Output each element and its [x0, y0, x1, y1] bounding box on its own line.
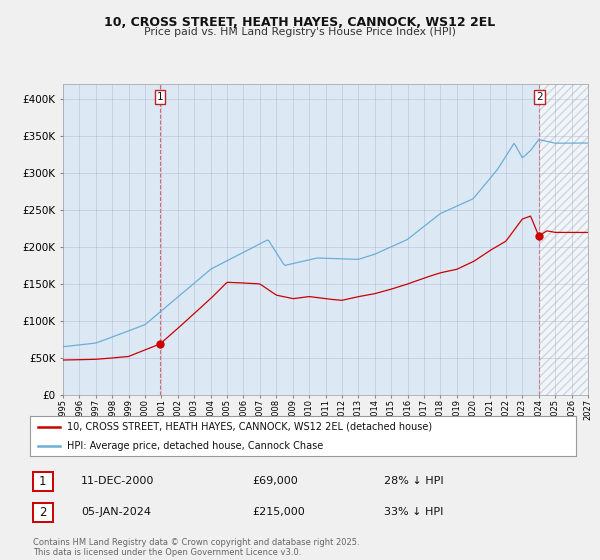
Text: 1: 1: [39, 474, 47, 488]
Text: 10, CROSS STREET, HEATH HAYES, CANNOCK, WS12 2EL: 10, CROSS STREET, HEATH HAYES, CANNOCK, …: [104, 16, 496, 29]
Text: £69,000: £69,000: [252, 476, 298, 486]
Text: HPI: Average price, detached house, Cannock Chase: HPI: Average price, detached house, Cann…: [67, 441, 323, 450]
Text: 28% ↓ HPI: 28% ↓ HPI: [384, 476, 443, 486]
Text: 11-DEC-2000: 11-DEC-2000: [81, 476, 154, 486]
Text: 33% ↓ HPI: 33% ↓ HPI: [384, 507, 443, 517]
Text: £215,000: £215,000: [252, 507, 305, 517]
Text: Contains HM Land Registry data © Crown copyright and database right 2025.
This d: Contains HM Land Registry data © Crown c…: [33, 538, 359, 557]
Text: 10, CROSS STREET, HEATH HAYES, CANNOCK, WS12 2EL (detached house): 10, CROSS STREET, HEATH HAYES, CANNOCK, …: [67, 422, 432, 432]
Text: Price paid vs. HM Land Registry's House Price Index (HPI): Price paid vs. HM Land Registry's House …: [144, 27, 456, 37]
Text: 05-JAN-2024: 05-JAN-2024: [81, 507, 151, 517]
Bar: [539, 84, 588, 395]
Text: 2: 2: [39, 506, 47, 519]
Text: 1: 1: [157, 92, 163, 102]
Text: 2: 2: [536, 92, 543, 102]
